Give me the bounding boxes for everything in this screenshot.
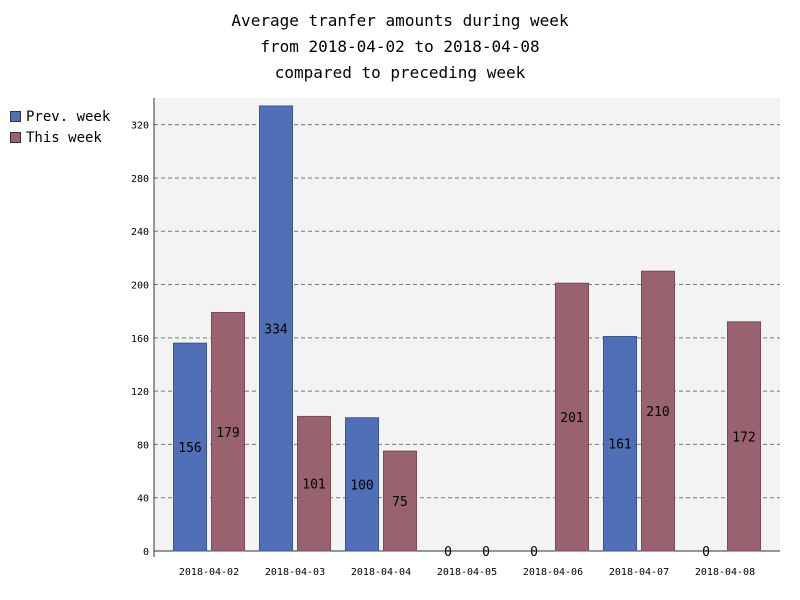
bar-value-label: 334 bbox=[264, 322, 288, 337]
bar bbox=[259, 105, 293, 552]
bar bbox=[555, 282, 589, 552]
y-tick-label: 80 bbox=[137, 440, 149, 451]
x-tick-label: 2018-04-08 bbox=[695, 567, 755, 578]
bar bbox=[173, 342, 207, 552]
bar-value-label: 0 bbox=[444, 545, 452, 560]
y-tick-label: 160 bbox=[131, 334, 149, 345]
bar-value-label: 0 bbox=[482, 545, 490, 560]
x-tick-label: 2018-04-07 bbox=[609, 567, 669, 578]
bar bbox=[345, 417, 379, 552]
y-tick-label: 0 bbox=[143, 547, 149, 558]
bar bbox=[297, 415, 331, 552]
title-line-2: from 2018-04-02 to 2018-04-08 bbox=[260, 37, 540, 56]
bar bbox=[383, 450, 417, 552]
x-tick-label: 2018-04-04 bbox=[351, 567, 411, 578]
plot-background bbox=[154, 98, 780, 551]
legend: Prev. week This week bbox=[10, 106, 110, 148]
y-tick-label: 200 bbox=[131, 281, 149, 292]
bar-value-label: 201 bbox=[560, 411, 583, 426]
title-line-1: Average tranfer amounts during week bbox=[231, 11, 569, 30]
legend-label-prev-week: Prev. week bbox=[26, 108, 111, 125]
x-tick-label: 2018-04-03 bbox=[265, 567, 325, 578]
legend-item-this-week: This week bbox=[10, 127, 110, 148]
y-tick-label: 320 bbox=[131, 121, 149, 132]
chart-title: Average tranfer amounts during week from… bbox=[0, 8, 800, 86]
bar bbox=[727, 321, 761, 552]
bar-value-label: 101 bbox=[302, 478, 325, 493]
y-tick-label: 40 bbox=[137, 494, 149, 505]
bar bbox=[641, 270, 675, 552]
bar-value-label: 0 bbox=[530, 545, 538, 560]
bar-value-label: 179 bbox=[216, 426, 239, 441]
bar-value-label: 0 bbox=[702, 545, 710, 560]
bar bbox=[603, 335, 637, 552]
x-tick-label: 2018-04-02 bbox=[179, 567, 239, 578]
bar-value-label: 100 bbox=[350, 478, 373, 493]
bar bbox=[211, 312, 245, 552]
bar-value-label: 172 bbox=[732, 430, 755, 445]
title-line-3: compared to preceding week bbox=[274, 63, 526, 82]
legend-swatch-this-week bbox=[10, 132, 21, 143]
x-tick-label: 2018-04-06 bbox=[523, 567, 583, 578]
y-tick-label: 280 bbox=[131, 174, 149, 185]
x-tick-label: 2018-04-05 bbox=[437, 567, 497, 578]
legend-item-prev-week: Prev. week bbox=[10, 106, 110, 127]
legend-swatch-prev-week bbox=[10, 111, 21, 122]
bar-value-label: 75 bbox=[392, 495, 408, 510]
y-tick-label: 120 bbox=[131, 387, 149, 398]
legend-label-this-week: This week bbox=[26, 129, 102, 146]
bar-value-label: 156 bbox=[178, 441, 201, 456]
y-tick-label: 240 bbox=[131, 227, 149, 238]
bar-value-label: 210 bbox=[646, 405, 669, 420]
bar-value-label: 161 bbox=[608, 438, 631, 453]
